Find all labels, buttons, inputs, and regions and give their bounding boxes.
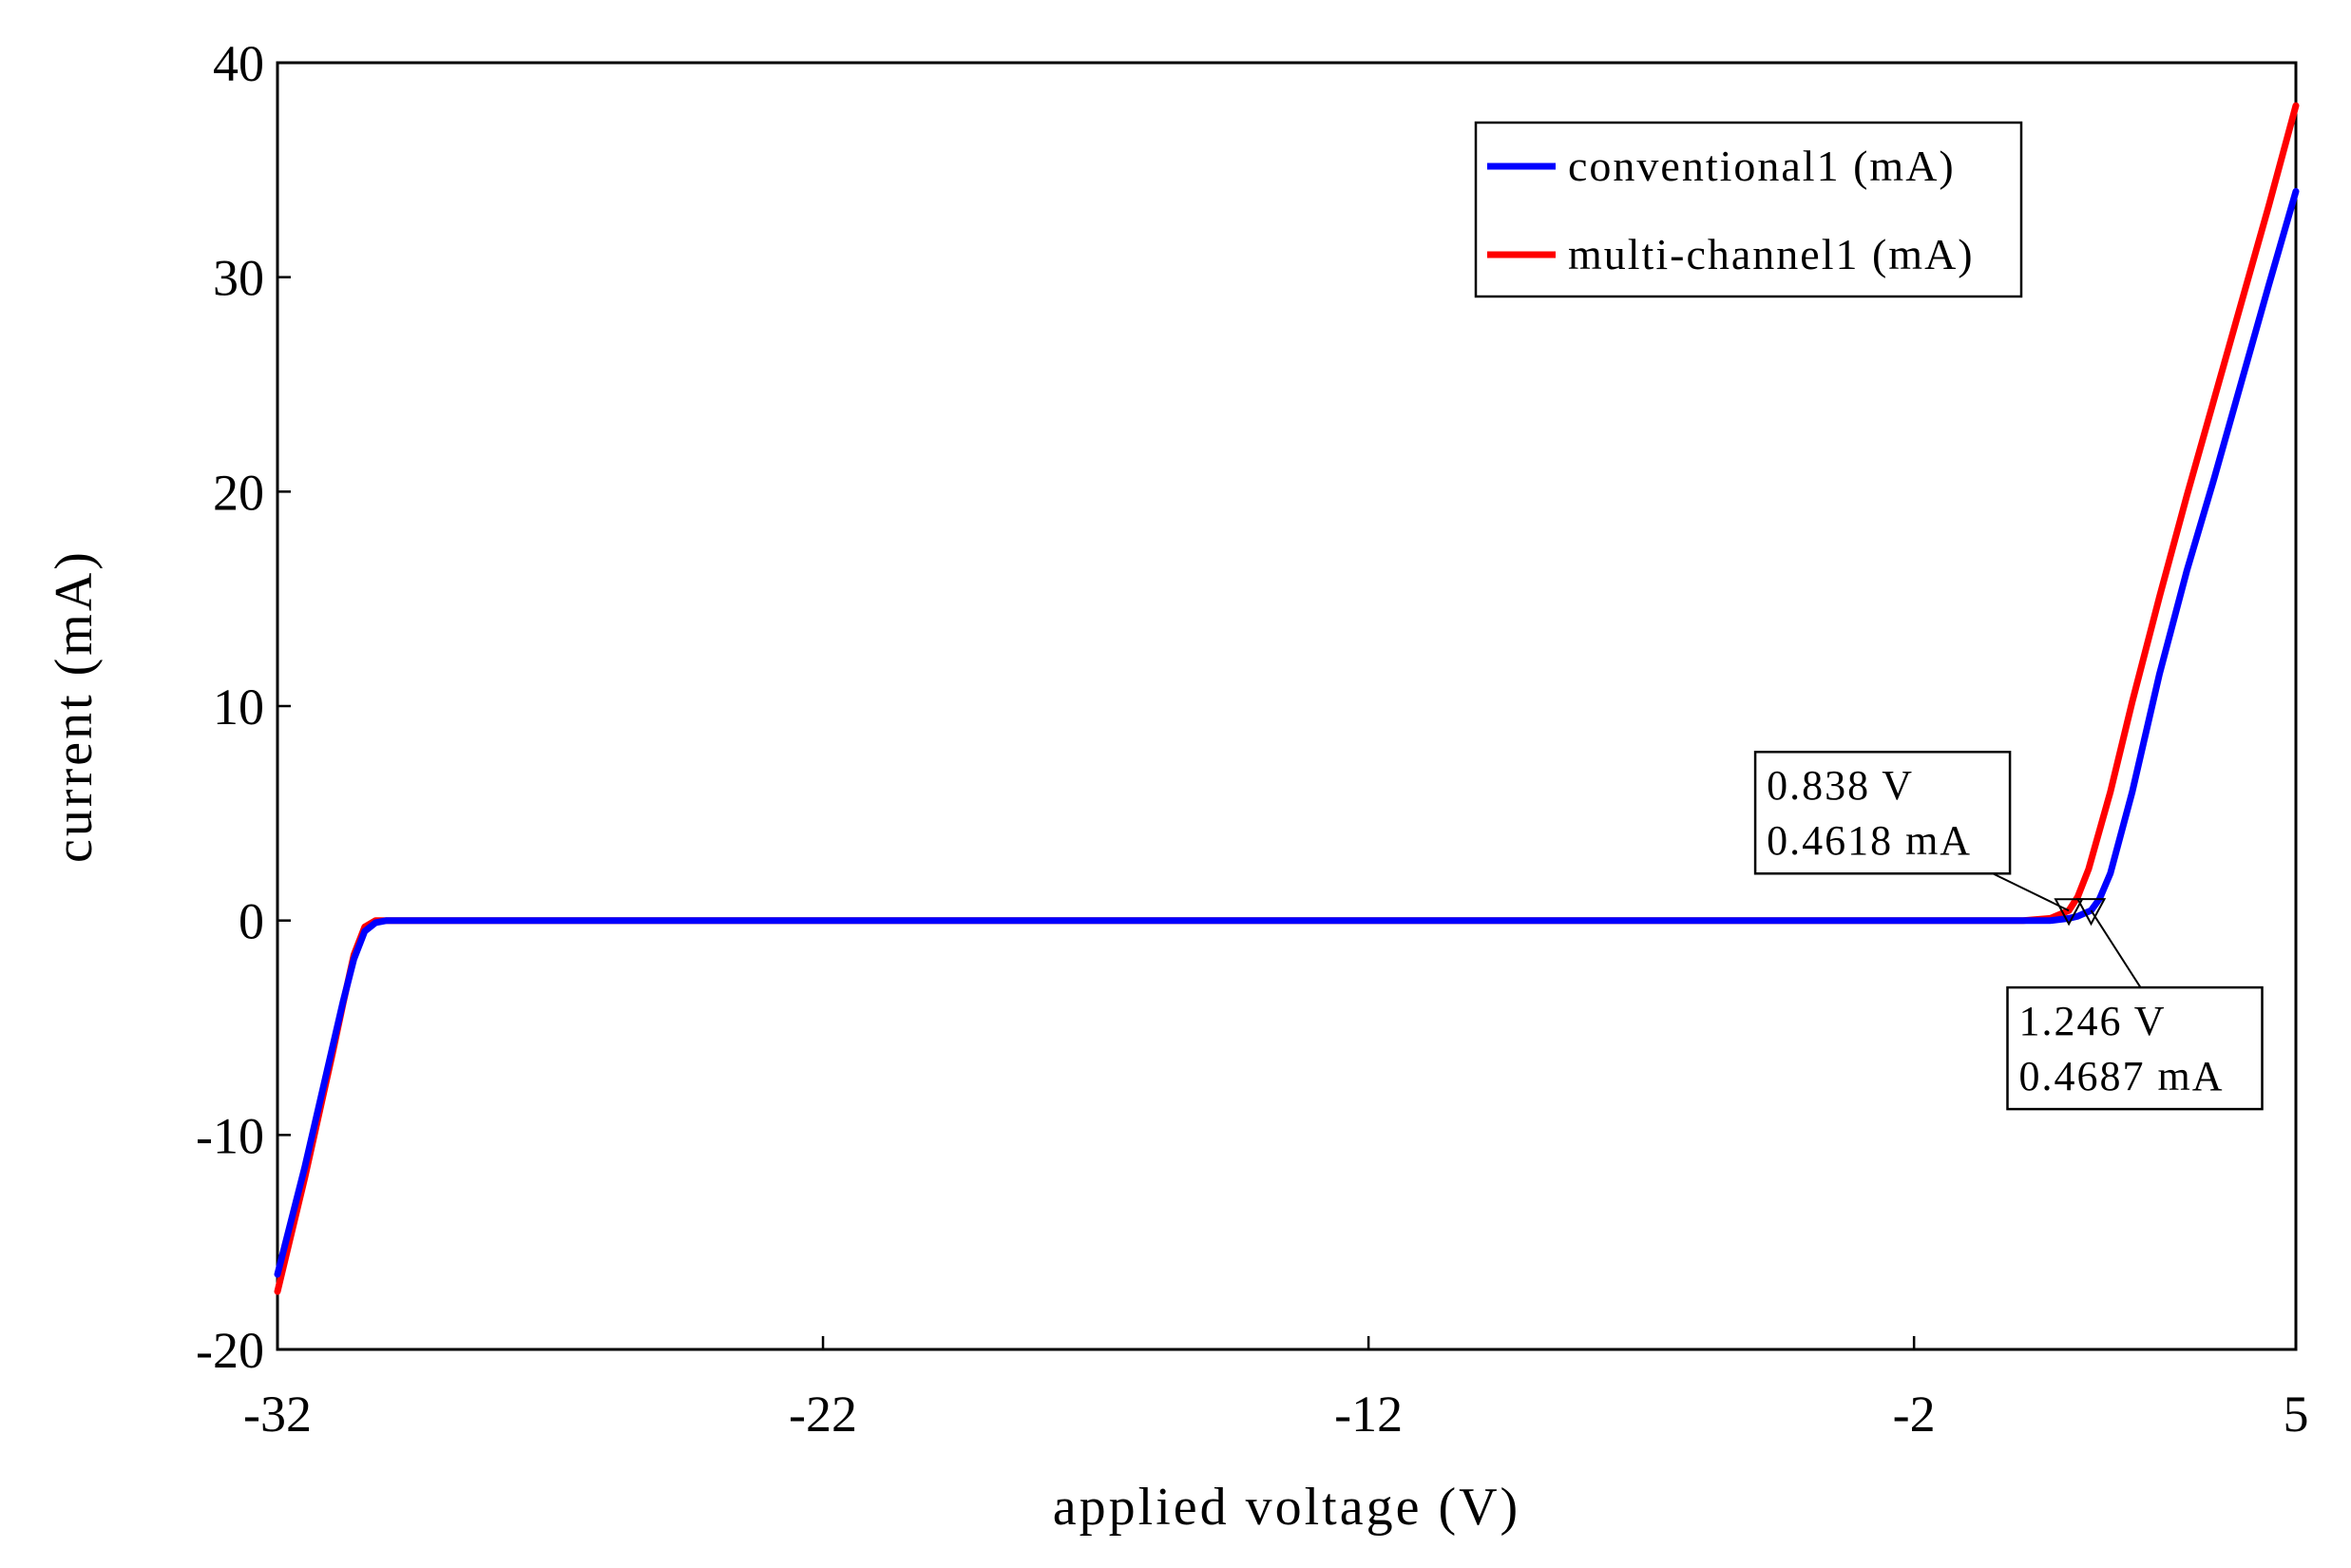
datatip-voltage: 1.246 V: [2019, 998, 2167, 1044]
datatip-box: [2006, 985, 2264, 1111]
series-layer: [274, 102, 2300, 1295]
x-axis-ticks: -32 -22 -12 -2 5: [243, 1336, 2309, 1443]
annotation-layer: 0.838 V 0.4618 mA 1.246 V 0.4687 mA: [1753, 750, 2264, 1111]
y-tick-label: -10: [196, 1107, 264, 1164]
y-tick-label: 30: [213, 250, 264, 307]
x-tick-label: -22: [789, 1386, 857, 1443]
datatip-box: [1753, 750, 2012, 875]
y-axis-title: current (mA): [45, 549, 104, 863]
legend-label-conventional: conventional1 (mA): [1568, 142, 1956, 190]
x-axis-title: applied voltage (V): [1053, 1478, 1520, 1537]
series-line-conventional: [274, 187, 2300, 1278]
legend-label-multichannel: multi-channel1 (mA): [1568, 230, 1975, 278]
y-tick-label: 40: [213, 35, 264, 92]
x-tick-label: -2: [1893, 1386, 1936, 1443]
x-tick-label: 5: [2284, 1386, 2309, 1443]
datatip-leader: [1992, 872, 2070, 912]
legend: conventional1 (mA) multi-channel1 (mA): [1474, 121, 2023, 298]
y-tick-label: 20: [213, 464, 264, 521]
y-axis-ticks: 40 30 20 10 0 -10 -20: [196, 35, 291, 1379]
x-tick-label: -12: [1334, 1386, 1403, 1443]
datatip-current: 0.4687 mA: [2019, 1053, 2225, 1100]
datatip-leader: [2090, 909, 2142, 988]
datatip-marker: [2054, 898, 2084, 927]
x-tick-label: -32: [243, 1386, 312, 1443]
datatip-marker: [2075, 898, 2107, 927]
y-tick-label: 10: [213, 679, 264, 736]
y-tick-label: 0: [239, 893, 264, 950]
y-tick-label: -20: [196, 1322, 264, 1379]
datatip-voltage: 0.838 V: [1767, 762, 1914, 809]
datatip-current: 0.4618 mA: [1767, 817, 1972, 864]
legend-box: [1474, 121, 2023, 298]
